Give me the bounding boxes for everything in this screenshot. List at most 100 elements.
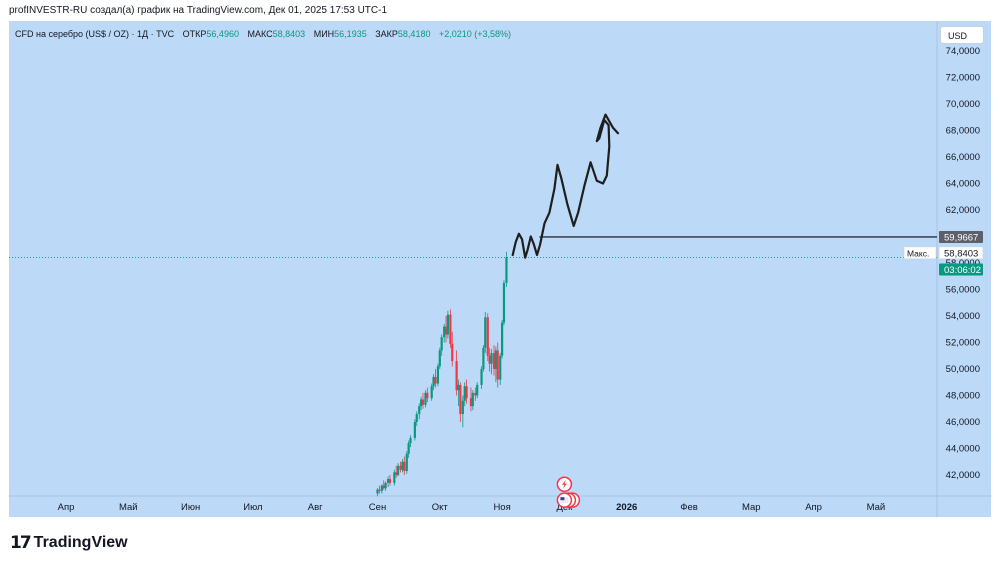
candle-body[interactable] xyxy=(496,350,499,380)
candle-body[interactable] xyxy=(502,282,506,323)
y-tick-label: 50,0000 xyxy=(946,364,980,375)
candle-body[interactable] xyxy=(382,485,385,489)
candle-body[interactable] xyxy=(418,406,421,415)
candle-body[interactable] xyxy=(461,400,464,415)
candle-body[interactable] xyxy=(434,376,437,384)
high-label: МАКС xyxy=(247,29,273,39)
candle-body[interactable] xyxy=(505,257,508,283)
candle-body[interactable] xyxy=(463,386,466,401)
y-tick-label: 62,0000 xyxy=(946,205,980,216)
candle-body[interactable] xyxy=(432,376,435,387)
candle-body[interactable] xyxy=(438,350,441,367)
low-value: 56,1935 xyxy=(334,29,367,39)
high-price-tag-label: 58,8403 xyxy=(944,248,978,259)
candle-body[interactable] xyxy=(407,443,410,454)
candle-body[interactable] xyxy=(378,489,381,491)
candle-body[interactable] xyxy=(396,465,400,475)
x-tick-label: Окт xyxy=(432,502,449,513)
change-value: +2,0210 (+3,58%) xyxy=(438,29,512,39)
level-price-tag-label: 59,9667 xyxy=(944,232,978,243)
candle-body[interactable] xyxy=(413,422,416,438)
candle-body[interactable] xyxy=(486,317,489,356)
candle-body[interactable] xyxy=(401,461,404,470)
y-tick-label: 66,0000 xyxy=(946,152,980,163)
y-tick-label: 48,0000 xyxy=(946,391,980,402)
chart-area[interactable] xyxy=(9,21,991,517)
x-tick-label: 2026 xyxy=(616,502,637,513)
currency-button[interactable]: USD xyxy=(940,26,984,44)
candle-body[interactable] xyxy=(459,384,462,415)
x-tick-label: Авг xyxy=(308,502,323,513)
candle-body[interactable] xyxy=(446,314,449,335)
x-tick-label: Ноя xyxy=(493,502,510,513)
candle-body[interactable] xyxy=(420,399,423,407)
tradingview-logo-icon: 17 xyxy=(10,533,32,553)
candle-body[interactable] xyxy=(376,489,379,494)
lightning-glyph-icon xyxy=(561,479,567,489)
open-label: ОТКР xyxy=(182,29,207,39)
candle-body[interactable] xyxy=(451,343,454,362)
candle-body[interactable] xyxy=(471,392,474,407)
x-tick-label: Фев xyxy=(680,502,698,513)
candle-body[interactable] xyxy=(457,384,460,391)
y-tick-label: 68,0000 xyxy=(946,126,980,137)
candle-body[interactable] xyxy=(443,326,446,338)
candle-body[interactable] xyxy=(393,472,396,483)
candle-body[interactable] xyxy=(480,369,483,385)
candle-body[interactable] xyxy=(476,384,479,396)
countdown-price-tag[interactable] xyxy=(939,263,983,276)
candle-body[interactable] xyxy=(395,472,398,475)
candle-body[interactable] xyxy=(421,399,425,405)
candle-body[interactable] xyxy=(449,314,452,344)
candle-body[interactable] xyxy=(482,347,485,369)
candle-body[interactable] xyxy=(386,478,390,483)
candle-body[interactable] xyxy=(426,392,429,399)
candle-body[interactable] xyxy=(455,361,458,391)
high-price-tag-prefix-box xyxy=(903,246,937,260)
x-tick-label: Апр xyxy=(805,502,822,513)
y-tick-label: 72,0000 xyxy=(946,73,980,84)
candle-body[interactable] xyxy=(405,453,408,472)
candle-body[interactable] xyxy=(444,326,448,335)
candle-body[interactable] xyxy=(415,414,418,422)
x-tick-label: Июл xyxy=(243,502,262,513)
candle-body[interactable] xyxy=(492,353,496,369)
x-tick-label: Сен xyxy=(369,502,386,513)
y-tick-label: 44,0000 xyxy=(946,444,980,455)
y-tick-label: 74,0000 xyxy=(946,46,980,57)
candle-body[interactable] xyxy=(380,485,383,491)
y-tick-label: 52,0000 xyxy=(946,338,980,349)
candle-body[interactable] xyxy=(440,337,443,351)
candle-body[interactable] xyxy=(430,386,433,399)
candle-body[interactable] xyxy=(403,461,406,472)
candle-body[interactable] xyxy=(488,355,491,364)
candle-body[interactable] xyxy=(388,478,392,483)
candle-body[interactable] xyxy=(490,353,493,364)
candle-body[interactable] xyxy=(384,482,387,489)
x-tick-label: Май xyxy=(867,502,886,513)
candle-body[interactable] xyxy=(436,366,440,384)
candle-body[interactable] xyxy=(424,392,427,405)
open-value: 56,4960 xyxy=(206,29,239,39)
us-flag-canton-icon xyxy=(560,497,565,501)
candle-body[interactable] xyxy=(499,355,502,380)
y-tick-label: 56,0000 xyxy=(946,285,980,296)
candle-body[interactable] xyxy=(469,398,473,407)
high-price-tag[interactable] xyxy=(938,246,984,260)
candle-body[interactable] xyxy=(465,386,468,399)
candle-body[interactable] xyxy=(409,437,412,444)
candle-body[interactable] xyxy=(399,465,402,470)
y-tick-label: 64,0000 xyxy=(946,179,980,190)
symbol-title[interactable]: CFD на серебро (US$ / OZ) · 1Д · TVC xyxy=(15,29,175,39)
y-tick-label: 70,0000 xyxy=(946,99,980,110)
tradingview-wordmark: TradingView xyxy=(33,534,128,551)
level-price-tag[interactable] xyxy=(939,230,983,243)
candle-body[interactable] xyxy=(484,317,487,348)
freehand-forecast-drawing[interactable] xyxy=(511,113,620,259)
candle-body[interactable] xyxy=(501,322,504,356)
candle-body[interactable] xyxy=(494,350,497,369)
x-tick-label: Май xyxy=(119,502,138,513)
high-price-tag-prefix: Макс. xyxy=(907,248,929,258)
candle-body[interactable] xyxy=(474,392,477,396)
